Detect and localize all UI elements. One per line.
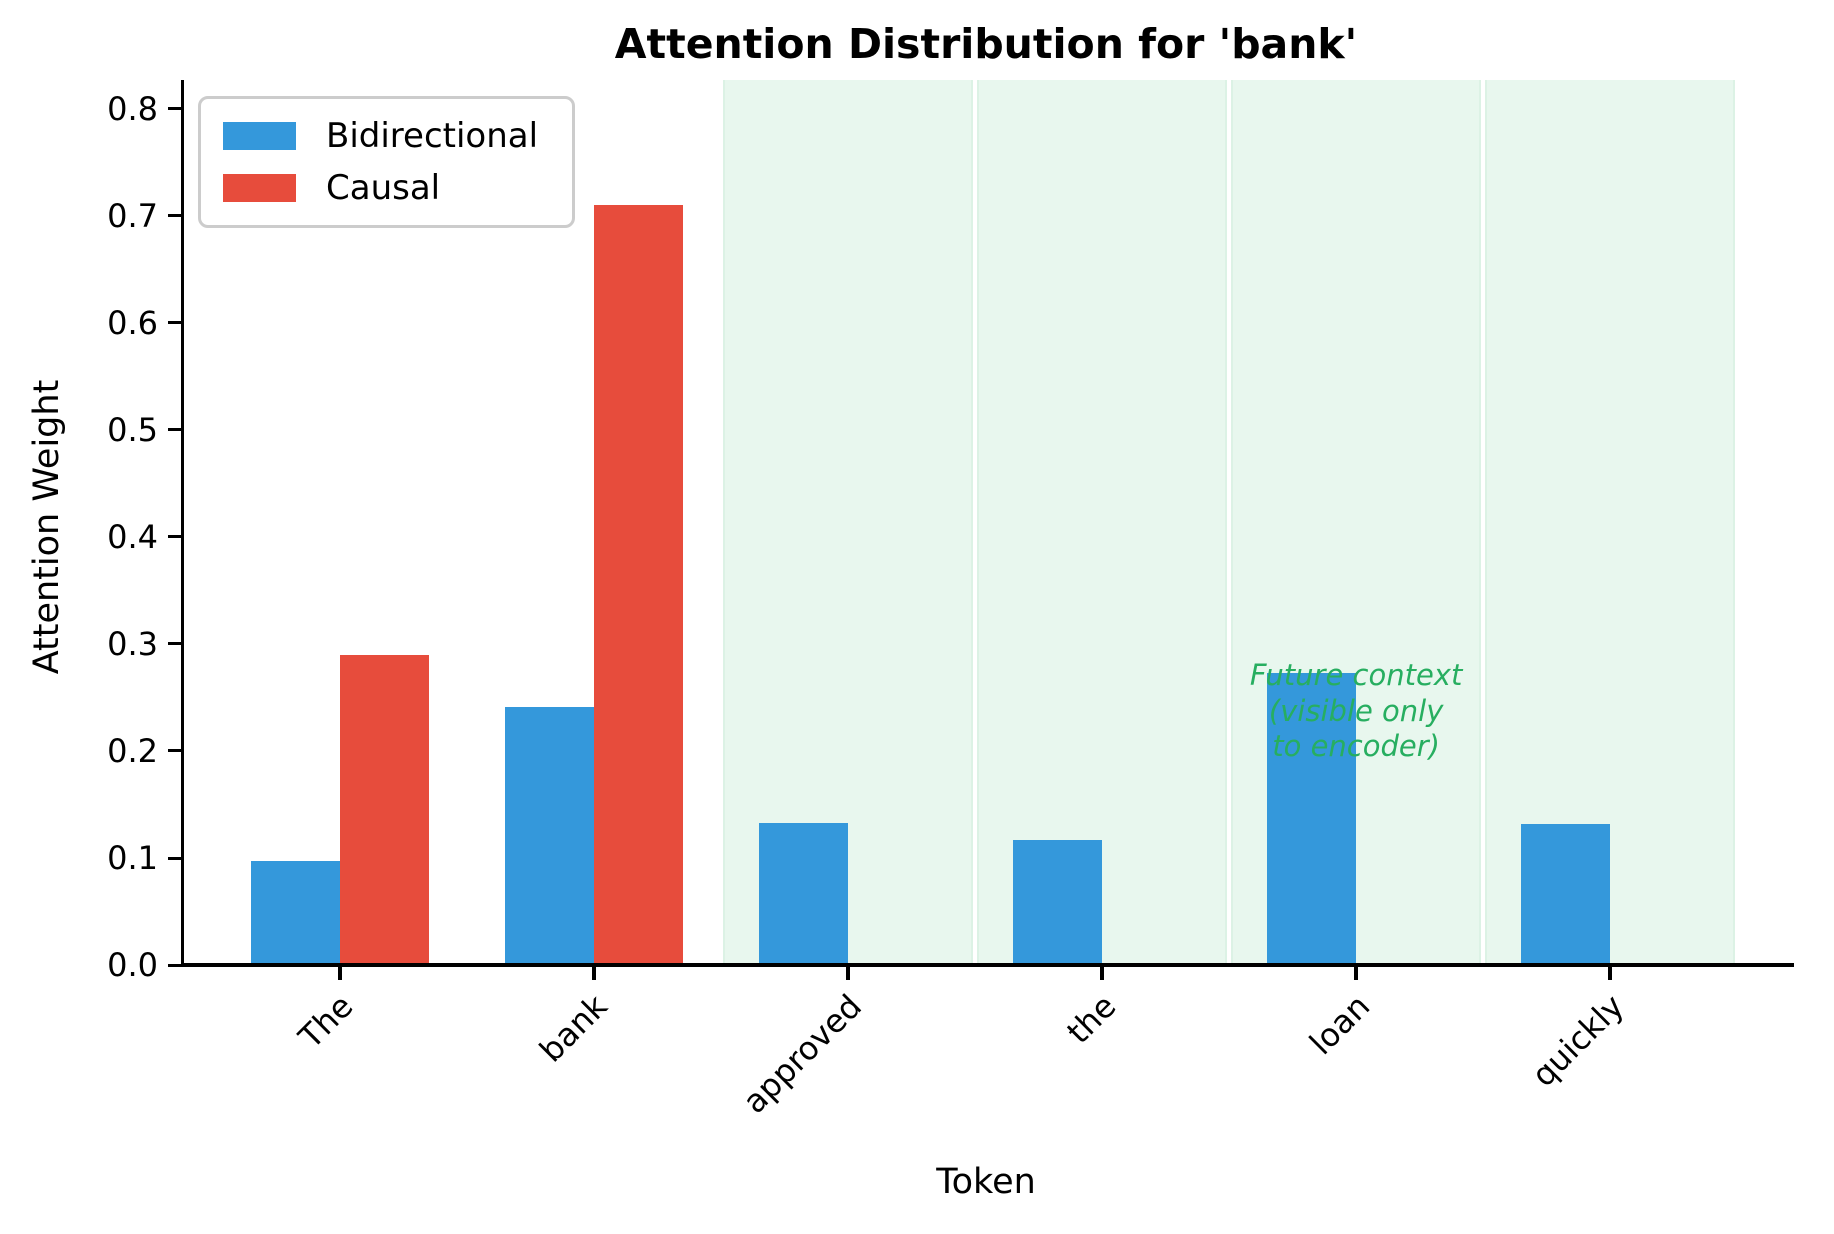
y-tick-label: 0.4 xyxy=(107,517,158,556)
chart-title: Attention Distribution for 'bank' xyxy=(614,20,1358,68)
x-tick-mark xyxy=(1608,965,1613,980)
y-tick-mark xyxy=(168,535,183,539)
x-tick-label-loan: loan xyxy=(1301,987,1377,1063)
bar-bidirectional-quickly xyxy=(1521,823,1611,965)
y-tick-label: 0.8 xyxy=(107,89,158,128)
x-tick-mark xyxy=(337,965,342,980)
x-tick-label-quickly: quickly xyxy=(1523,987,1632,1095)
legend-label: Bidirectional xyxy=(326,116,539,156)
x-tick-label-bank: bank xyxy=(532,987,615,1070)
y-tick-mark xyxy=(168,749,183,753)
future-context-band xyxy=(722,80,974,965)
y-tick-mark xyxy=(168,856,183,860)
future-context-band xyxy=(976,80,1228,965)
x-tick-mark xyxy=(846,965,851,980)
y-tick-mark xyxy=(168,428,183,432)
y-axis-spine xyxy=(181,80,184,967)
bar-bidirectional-loan xyxy=(1267,672,1357,965)
legend-label: Causal xyxy=(326,168,441,208)
x-tick-mark xyxy=(1354,965,1359,980)
x-axis-label: Token xyxy=(936,1162,1036,1202)
legend-swatch-causal xyxy=(223,174,296,202)
y-axis-label: Attention Weight xyxy=(27,379,67,675)
legend: Bidirectional Causal xyxy=(198,96,576,228)
x-tick-label-approved: approved xyxy=(735,987,869,1121)
bar-causal-bank xyxy=(594,205,683,965)
future-context-band xyxy=(1485,80,1736,965)
y-tick-label: 0.0 xyxy=(107,946,158,984)
bar-causal-The xyxy=(339,654,429,965)
y-tick-label: 0.7 xyxy=(107,196,158,235)
bar-bidirectional-The xyxy=(251,861,340,965)
bar-bidirectional-approved xyxy=(759,822,849,965)
plot-area: Future context (visible only to encoder)… xyxy=(107,80,1794,1121)
x-axis-spine xyxy=(181,963,1794,967)
y-tick-label: 0.6 xyxy=(107,303,158,342)
y-tick-label: 0.1 xyxy=(107,839,158,877)
y-tick-mark xyxy=(168,107,183,111)
y-tick-mark xyxy=(168,321,183,325)
future-context-annotation: Future context (visible only to encoder) xyxy=(1250,658,1462,765)
x-tick-mark xyxy=(1100,965,1105,980)
y-tick-mark xyxy=(168,963,183,967)
x-tick-label-the: the xyxy=(1058,987,1123,1052)
y-tick-label: 0.2 xyxy=(107,731,158,770)
y-tick-mark xyxy=(168,642,183,646)
annotation-line: Future context xyxy=(1249,657,1463,692)
legend-item-causal: Causal xyxy=(223,171,538,205)
legend-swatch-bidirectional xyxy=(223,122,296,150)
x-tick-mark xyxy=(592,965,597,980)
legend-item-bidirectional: Bidirectional xyxy=(223,119,538,153)
y-tick-mark xyxy=(168,214,183,218)
bar-bidirectional-bank xyxy=(505,707,595,965)
bar-bidirectional-the xyxy=(1013,839,1103,965)
x-tick-label-The: The xyxy=(291,987,361,1056)
annotation-line: to encoder) xyxy=(1272,729,1440,764)
y-tick-label: 0.5 xyxy=(107,410,158,449)
annotation-line: (visible only xyxy=(1268,693,1444,728)
y-tick-label: 0.3 xyxy=(107,624,158,663)
